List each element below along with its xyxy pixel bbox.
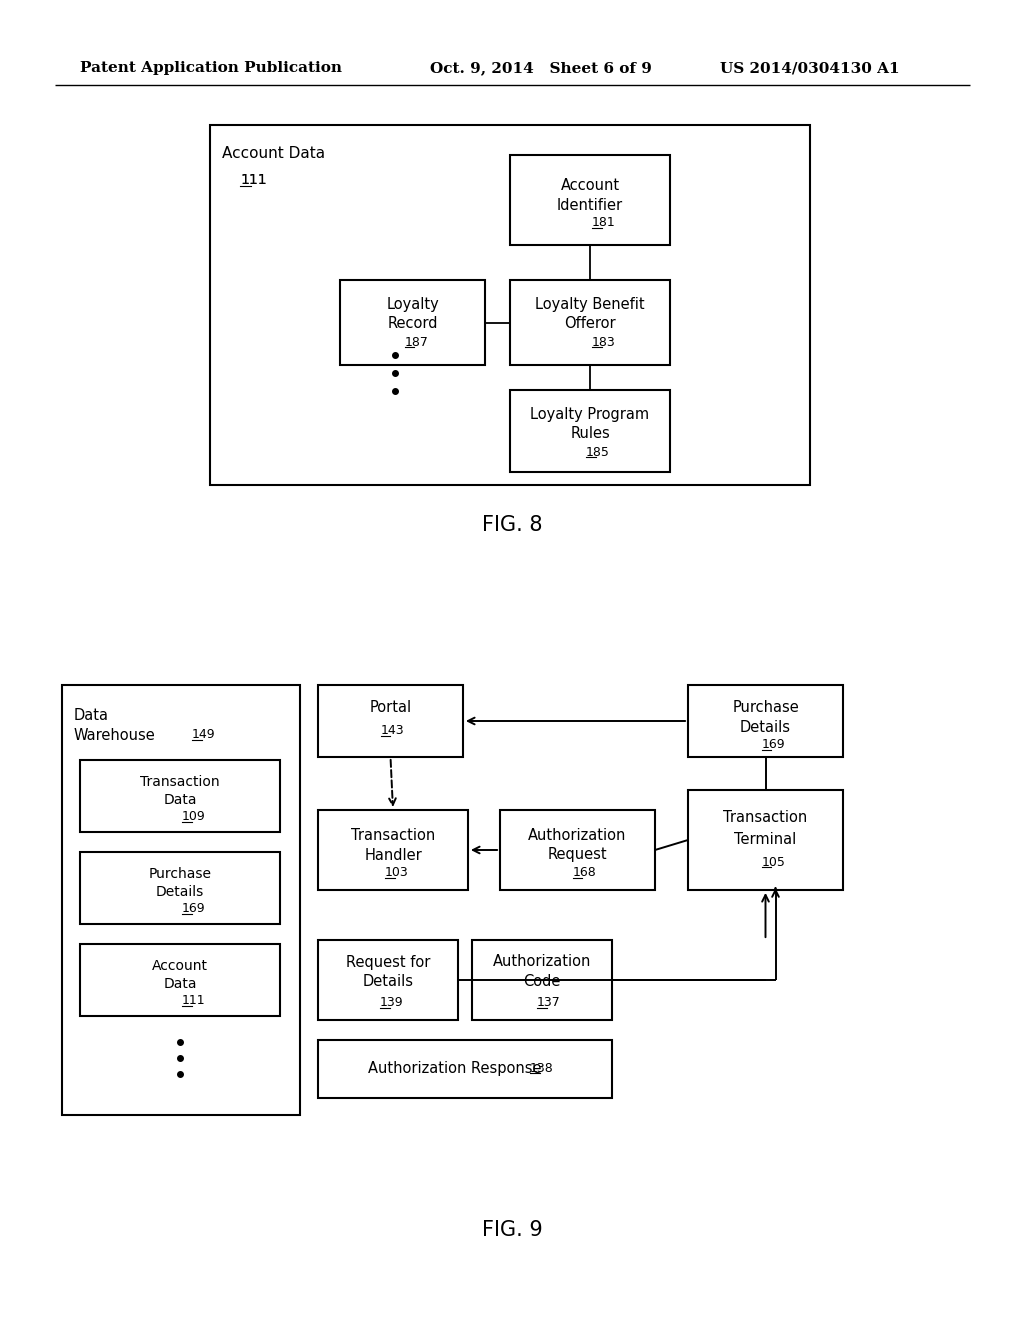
Text: Request: Request <box>548 847 607 862</box>
Bar <box>210 125 810 484</box>
Text: Account Data: Account Data <box>222 145 326 161</box>
Text: Terminal: Terminal <box>734 833 797 847</box>
Text: 181: 181 <box>592 216 615 230</box>
Text: 138: 138 <box>530 1061 554 1074</box>
Text: Authorization Response: Authorization Response <box>369 1060 542 1076</box>
Text: 168: 168 <box>572 866 596 879</box>
Bar <box>318 685 463 756</box>
Bar <box>500 810 655 890</box>
Text: Transaction: Transaction <box>723 810 808 825</box>
Text: FIG. 8: FIG. 8 <box>481 515 543 535</box>
Text: Data: Data <box>163 977 197 991</box>
Text: 139: 139 <box>380 997 403 1010</box>
Bar <box>62 685 300 1115</box>
Text: Warehouse: Warehouse <box>74 727 156 742</box>
Bar <box>80 851 280 924</box>
Text: 187: 187 <box>404 335 428 348</box>
Text: Rules: Rules <box>570 425 610 441</box>
Text: Record: Record <box>387 315 437 330</box>
Text: Authorization: Authorization <box>528 828 627 842</box>
Text: 109: 109 <box>182 810 206 824</box>
Text: Data: Data <box>163 793 197 807</box>
Bar <box>510 280 670 366</box>
Text: Purchase: Purchase <box>148 867 212 880</box>
Text: Patent Application Publication: Patent Application Publication <box>80 61 342 75</box>
Text: Offeror: Offeror <box>564 315 615 330</box>
Text: 105: 105 <box>762 855 785 869</box>
Text: Details: Details <box>362 974 414 990</box>
Bar <box>472 940 612 1020</box>
Text: Loyalty Program: Loyalty Program <box>530 408 649 422</box>
Text: Handler: Handler <box>365 847 422 862</box>
Text: 143: 143 <box>381 725 404 738</box>
Bar <box>340 280 485 366</box>
Text: 103: 103 <box>385 866 409 879</box>
Text: 149: 149 <box>193 729 216 742</box>
Text: FIG. 9: FIG. 9 <box>481 1220 543 1239</box>
Text: Identifier: Identifier <box>557 198 623 213</box>
Bar <box>80 760 280 832</box>
Text: Account: Account <box>152 960 208 973</box>
Text: 111: 111 <box>182 994 206 1007</box>
Bar <box>80 944 280 1016</box>
Bar <box>510 389 670 473</box>
Text: 169: 169 <box>182 903 206 916</box>
Text: 111: 111 <box>240 173 266 187</box>
Text: Details: Details <box>156 884 204 899</box>
Text: US 2014/0304130 A1: US 2014/0304130 A1 <box>720 61 900 75</box>
Bar <box>510 154 670 246</box>
Text: Request for: Request for <box>346 954 430 969</box>
Text: 111: 111 <box>240 173 266 187</box>
Text: Portal: Portal <box>370 700 412 714</box>
Text: Transaction: Transaction <box>140 775 220 789</box>
Bar <box>688 685 843 756</box>
Text: Details: Details <box>740 719 791 734</box>
Text: Account: Account <box>560 177 620 193</box>
Text: Data: Data <box>74 708 109 722</box>
Text: Loyalty: Loyalty <box>386 297 439 313</box>
Bar <box>688 789 843 890</box>
Text: 183: 183 <box>592 335 615 348</box>
Text: Purchase: Purchase <box>732 700 799 714</box>
Bar <box>318 940 458 1020</box>
Bar <box>318 1040 612 1098</box>
Text: 185: 185 <box>586 446 610 458</box>
Text: Code: Code <box>523 974 561 990</box>
Bar <box>318 810 468 890</box>
Text: 137: 137 <box>537 997 561 1010</box>
Text: Oct. 9, 2014   Sheet 6 of 9: Oct. 9, 2014 Sheet 6 of 9 <box>430 61 652 75</box>
Text: 169: 169 <box>762 738 785 751</box>
Text: Transaction: Transaction <box>351 828 435 842</box>
Text: Authorization: Authorization <box>493 954 591 969</box>
Text: Loyalty Benefit: Loyalty Benefit <box>536 297 645 313</box>
